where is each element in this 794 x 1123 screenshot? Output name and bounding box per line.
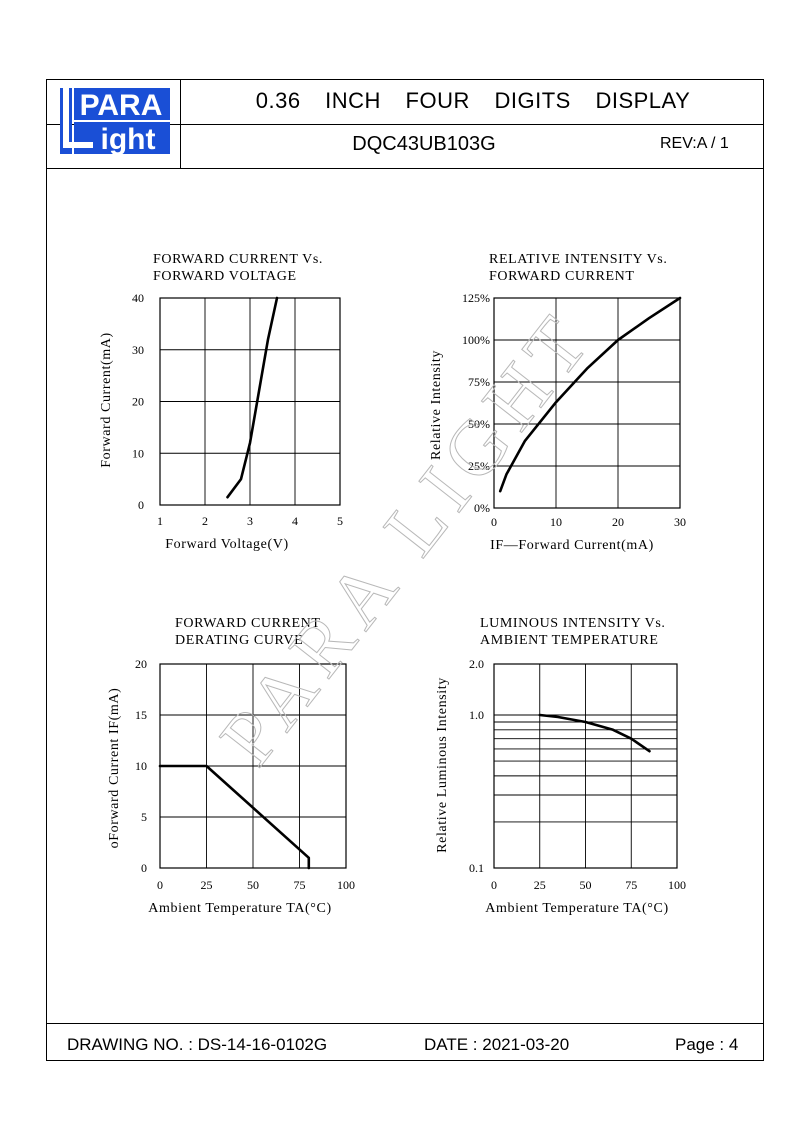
page-title: 0.36 INCH FOUR DIGITS DISPLAY — [255, 88, 691, 113]
series-line — [538, 713, 651, 753]
y-tick-label: 2.0 — [469, 657, 484, 671]
document-date: DATE : 2021-03-20 — [424, 1035, 570, 1054]
y-tick-label: 0% — [474, 501, 490, 515]
y-tick-label: 20 — [132, 395, 144, 409]
x-tick-label: 25 — [534, 878, 546, 892]
x-tick-label: 25 — [201, 878, 213, 892]
drawing-number: DRAWING NO. : DS-14-16-0102G — [67, 1035, 328, 1054]
y-tick-label: 75% — [468, 375, 490, 389]
chart-title-line2: FORWARD VOLTAGE — [153, 269, 297, 284]
footer-rule — [46, 1023, 764, 1024]
x-axis-label: Forward Voltage(V) — [165, 537, 288, 552]
y-tick-label: 40 — [132, 291, 144, 305]
y-axis-label: oForward Current IF(mA) — [107, 688, 122, 849]
series-line — [158, 764, 311, 870]
y-tick-label: 10 — [132, 446, 144, 460]
part-number: DQC43UB103G — [352, 133, 496, 155]
x-tick-label: 0 — [491, 515, 497, 529]
chart-title-line1: RELATIVE INTENSITY Vs. — [489, 252, 667, 267]
chart-title-line1: LUMINOUS INTENSITY Vs. — [480, 616, 665, 631]
y-axis-label: Relative Luminous Intensity — [435, 677, 450, 853]
y-tick-label: 1.0 — [469, 708, 484, 722]
x-tick-label: 5 — [337, 514, 343, 528]
chart-title-line2: FORWARD CURRENT — [489, 269, 635, 284]
y-tick-label: 0 — [138, 498, 144, 512]
x-tick-label: 75 — [294, 878, 306, 892]
y-tick-label: 5 — [141, 810, 147, 824]
y-tick-label: 10 — [135, 759, 147, 773]
x-tick-label: 30 — [674, 515, 686, 529]
x-tick-label: 0 — [491, 878, 497, 892]
header-divider — [46, 124, 764, 125]
logo-divider — [180, 79, 181, 168]
y-tick-label: 100% — [462, 333, 490, 347]
y-tick-label: 125% — [462, 291, 490, 305]
logo-bottom-text: ight — [101, 123, 156, 156]
x-axis-label: IF—Forward Current(mA) — [490, 538, 654, 553]
x-tick-label: 50 — [247, 878, 259, 892]
y-axis-label: Relative Intensity — [429, 350, 444, 460]
x-tick-label: 2 — [202, 514, 208, 528]
chart-title-line2: AMBIENT TEMPERATURE — [480, 633, 659, 648]
para-light-logo: PARA ight — [60, 88, 170, 156]
series-line — [226, 296, 279, 499]
page-number: Page : 4 — [675, 1035, 739, 1054]
x-tick-label: 1 — [157, 514, 163, 528]
x-tick-label: 4 — [292, 514, 298, 528]
logo-top-text: PARA — [80, 89, 163, 122]
chart-title-line1: FORWARD CURRENT Vs. — [153, 252, 323, 267]
x-tick-label: 100 — [668, 878, 686, 892]
page-frame — [46, 79, 764, 1061]
chart-title-line1: FORWARD CURRENT — [175, 616, 321, 631]
x-tick-label: 10 — [550, 515, 562, 529]
x-tick-label: 100 — [337, 878, 355, 892]
y-tick-label: 30 — [132, 343, 144, 357]
x-tick-label: 20 — [612, 515, 624, 529]
header-bottom-rule — [46, 168, 764, 169]
y-tick-label: 0 — [141, 861, 147, 875]
x-tick-label: 0 — [157, 878, 163, 892]
revision-label: REV:A / 1 — [660, 135, 729, 152]
y-axis-label: Forward Current(mA) — [99, 332, 114, 467]
x-axis-label: Ambient Temperature TA(°C) — [485, 901, 668, 916]
y-tick-label: 20 — [135, 657, 147, 671]
x-axis-label: Ambient Temperature TA(°C) — [148, 901, 331, 916]
chart-title-line2: DERATING CURVE — [175, 633, 303, 648]
y-tick-label: 50% — [468, 417, 490, 431]
y-tick-label: 15 — [135, 708, 147, 722]
x-tick-label: 50 — [580, 878, 592, 892]
y-tick-label: 0.1 — [469, 861, 484, 875]
series-line — [498, 296, 682, 493]
x-tick-label: 75 — [625, 878, 637, 892]
x-tick-label: 3 — [247, 514, 253, 528]
y-tick-label: 25% — [468, 459, 490, 473]
